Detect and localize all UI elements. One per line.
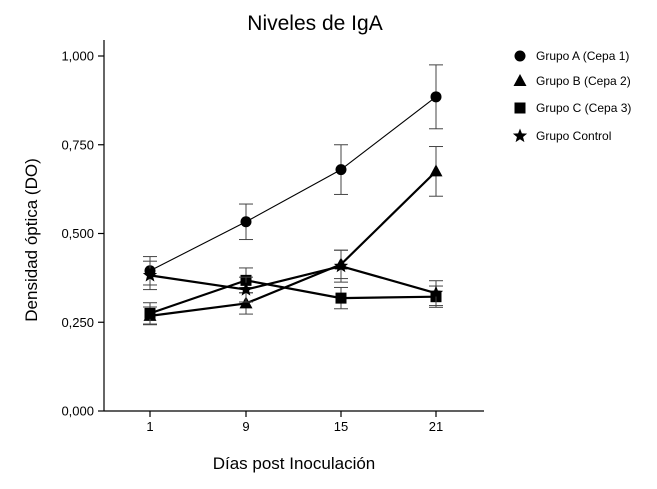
y-tick-label: 0,750	[61, 137, 94, 152]
data-point-star	[142, 267, 158, 282]
y-tick-label: 0,000	[61, 404, 94, 419]
data-point-circle	[335, 164, 347, 176]
series-4	[142, 249, 444, 307]
data-point-square	[335, 292, 347, 304]
legend-item: Grupo C (Cepa 3)	[514, 101, 631, 115]
circle-icon	[514, 50, 526, 62]
chart-title: Niveles de IgA	[247, 12, 382, 35]
legend: Grupo A (Cepa 1) Grupo B (Cepa 2) Grupo C …	[512, 49, 631, 143]
data-point-circle	[240, 216, 252, 228]
series-line	[149, 265, 437, 295]
y-tick-label: 0,500	[61, 226, 94, 241]
star-icon	[512, 128, 528, 143]
legend-label: Grupo Control	[536, 129, 611, 143]
series-3	[143, 267, 443, 325]
legend-label: Grupo C (Cepa 3)	[536, 101, 631, 115]
data-point-star	[333, 258, 349, 273]
series-line	[149, 279, 437, 315]
y-tick-label: 0,250	[61, 315, 94, 330]
data-point-star	[238, 282, 254, 296]
series-line	[149, 96, 437, 272]
legend-label: Grupo A (Cepa 1)	[536, 49, 629, 63]
legend-item: Grupo Control	[512, 128, 611, 143]
x-tick-label: 9	[242, 419, 249, 434]
x-tick-label: 21	[429, 419, 443, 434]
series-line	[149, 170, 437, 317]
legend-label: Grupo B (Cepa 2)	[536, 74, 631, 88]
data-point-star	[428, 285, 444, 300]
y-tick-label: 1,000	[61, 49, 94, 64]
x-tick-label: 15	[334, 419, 348, 434]
x-axis-label: Días post Inoculación	[213, 454, 376, 473]
square-icon	[514, 102, 526, 114]
data-point-circle	[430, 91, 442, 103]
plot-area: 0,000 0,250 0,500 0,750 1,000 1 9 15 21	[61, 49, 443, 435]
legend-item: Grupo B (Cepa 2)	[513, 74, 631, 88]
y-axis-label: Densidad óptica (DO)	[22, 158, 41, 321]
triangle-icon	[513, 74, 527, 86]
legend-item: Grupo A (Cepa 1)	[514, 49, 629, 63]
series-1	[143, 64, 443, 286]
data-point-triangle	[429, 164, 443, 177]
x-tick-label: 1	[146, 419, 153, 434]
data-point-square	[144, 307, 156, 319]
